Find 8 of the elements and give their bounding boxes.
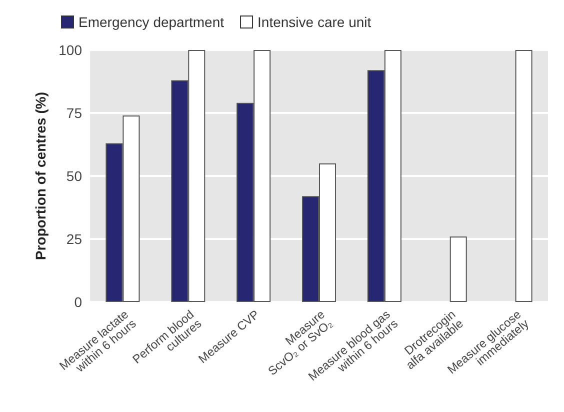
y-tick-label: 50 xyxy=(66,168,82,184)
y-tick-label: 100 xyxy=(58,42,82,58)
y-tick-label: 25 xyxy=(66,231,82,247)
y-tick-label: 75 xyxy=(66,105,82,121)
legend-label: Emergency department xyxy=(78,14,224,30)
legend-label: Intensive care unit xyxy=(258,14,372,30)
y-tick-label: 0 xyxy=(74,294,82,310)
y-axis-title: Proportion of centres (%) xyxy=(32,92,49,260)
